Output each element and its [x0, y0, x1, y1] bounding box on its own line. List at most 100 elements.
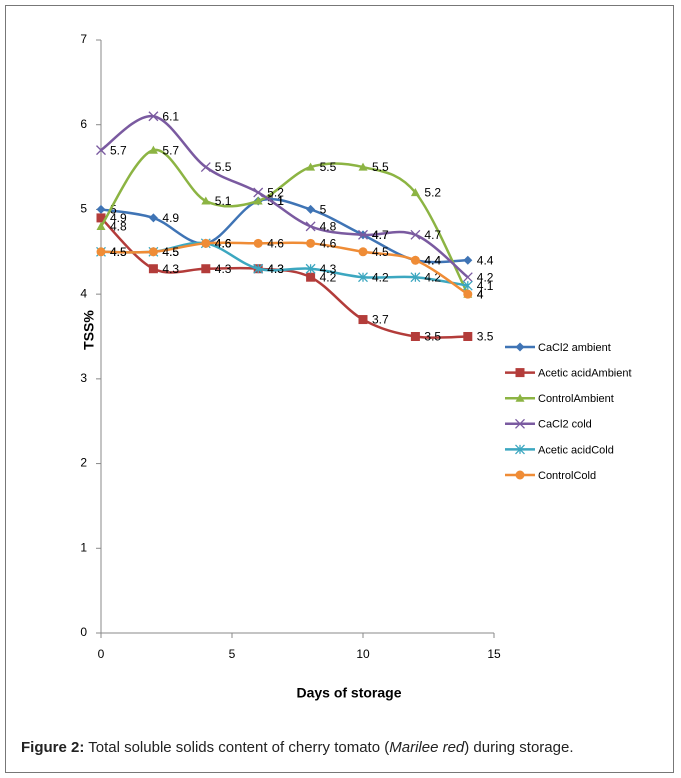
- marker: [201, 196, 211, 205]
- marker: [253, 187, 264, 198]
- data-label: 5: [110, 203, 117, 217]
- marker: [306, 162, 316, 171]
- marker: [515, 393, 525, 402]
- marker: [148, 111, 159, 122]
- marker: [515, 418, 525, 429]
- y-tick-label: 3: [80, 371, 87, 385]
- marker: [358, 162, 368, 171]
- data-label: 5.7: [162, 143, 179, 157]
- data-label: 4: [477, 287, 484, 301]
- data-label: 5.5: [320, 160, 337, 174]
- data-label: 4.2: [320, 270, 337, 284]
- data-label: 5.1: [267, 194, 284, 208]
- legend-label: CaCl2 ambient: [538, 342, 611, 354]
- marker: [148, 247, 158, 257]
- marker: [200, 162, 211, 173]
- legend-label: ControlAmbient: [538, 393, 614, 405]
- marker: [358, 315, 368, 325]
- marker: [201, 238, 211, 248]
- data-label: 5.2: [267, 186, 284, 200]
- marker: [463, 255, 473, 265]
- x-tick-label: 0: [98, 647, 105, 661]
- marker: [462, 280, 473, 291]
- marker: [463, 332, 473, 341]
- marker: [305, 221, 316, 232]
- marker: [462, 272, 473, 283]
- data-label: 5.7: [110, 143, 127, 157]
- data-label: 4.5: [110, 245, 127, 259]
- data-label: 4.8: [110, 220, 127, 234]
- legend-label: ControlCold: [538, 470, 596, 482]
- y-tick-label: 5: [80, 202, 87, 216]
- x-tick-label: 10: [356, 647, 370, 661]
- marker: [253, 263, 264, 274]
- data-label: 4.9: [110, 211, 127, 225]
- marker: [358, 272, 368, 283]
- marker: [358, 247, 368, 257]
- data-label: 6.1: [162, 109, 179, 123]
- marker: [515, 342, 525, 352]
- marker: [306, 272, 316, 282]
- legend-label: Acetic acidAmbient: [538, 368, 632, 380]
- marker: [96, 204, 106, 214]
- y-tick-label: 0: [80, 625, 87, 639]
- data-label: 5.2: [424, 186, 441, 200]
- data-label: 4.3: [162, 262, 179, 276]
- y-tick-label: 2: [80, 456, 87, 470]
- marker: [96, 213, 106, 223]
- data-label: 3.5: [424, 330, 441, 344]
- marker: [515, 368, 525, 378]
- y-tick-label: 4: [80, 286, 87, 300]
- x-tick-label: 5: [229, 647, 236, 661]
- marker: [358, 229, 368, 240]
- data-label: 4.4: [477, 253, 494, 267]
- marker: [410, 255, 420, 265]
- marker: [96, 145, 106, 156]
- data-label: 4.9: [162, 211, 179, 225]
- data-label: 4.3: [215, 262, 232, 276]
- data-label: 4: [477, 287, 484, 301]
- x-axis-label: Days of storage: [296, 685, 401, 701]
- data-label: 4.4: [424, 253, 441, 267]
- caption-label: Figure 2:: [21, 739, 85, 756]
- y-tick-label: 1: [80, 540, 87, 554]
- data-label: 5.5: [372, 160, 389, 174]
- data-label: 4.5: [162, 245, 179, 259]
- y-tick-label: 7: [80, 32, 87, 46]
- data-label: 5.1: [267, 194, 284, 208]
- caption-text-end: ) during storage.: [464, 739, 574, 756]
- data-label: 4.3: [320, 262, 337, 276]
- marker: [463, 289, 473, 299]
- caption: Figure 2: Total soluble solids content o…: [21, 738, 661, 757]
- data-label: 4.2: [477, 270, 494, 284]
- marker: [306, 238, 316, 248]
- data-label: 3.7: [372, 313, 389, 327]
- caption-text: Total soluble solids content of cherry t…: [84, 739, 390, 756]
- y-tick-label: 6: [80, 117, 87, 131]
- data-label: 5: [320, 203, 327, 217]
- marker: [515, 470, 525, 480]
- data-label: 4.6: [215, 236, 232, 250]
- data-label: 5.1: [215, 194, 232, 208]
- marker: [410, 272, 421, 283]
- marker: [410, 229, 421, 240]
- data-label: 4.1: [477, 279, 494, 293]
- data-label: 4.8: [320, 220, 337, 234]
- data-label: 4.3: [267, 262, 284, 276]
- marker: [201, 264, 211, 274]
- data-label: 5.5: [215, 160, 232, 174]
- data-label: 4.2: [372, 270, 389, 284]
- data-label: 4.6: [320, 236, 337, 250]
- y-axis-label: TSS%: [81, 310, 97, 350]
- marker: [305, 263, 316, 274]
- marker: [96, 221, 106, 230]
- figure-frame: [5, 5, 674, 773]
- data-label: 4.6: [267, 236, 284, 250]
- legend-label: CaCl2 cold: [538, 419, 592, 431]
- data-label: 4.4: [424, 253, 441, 267]
- marker: [515, 444, 525, 455]
- marker: [410, 332, 420, 341]
- marker: [148, 264, 158, 274]
- data-label: 3.5: [477, 330, 494, 344]
- x-tick-label: 15: [487, 647, 501, 661]
